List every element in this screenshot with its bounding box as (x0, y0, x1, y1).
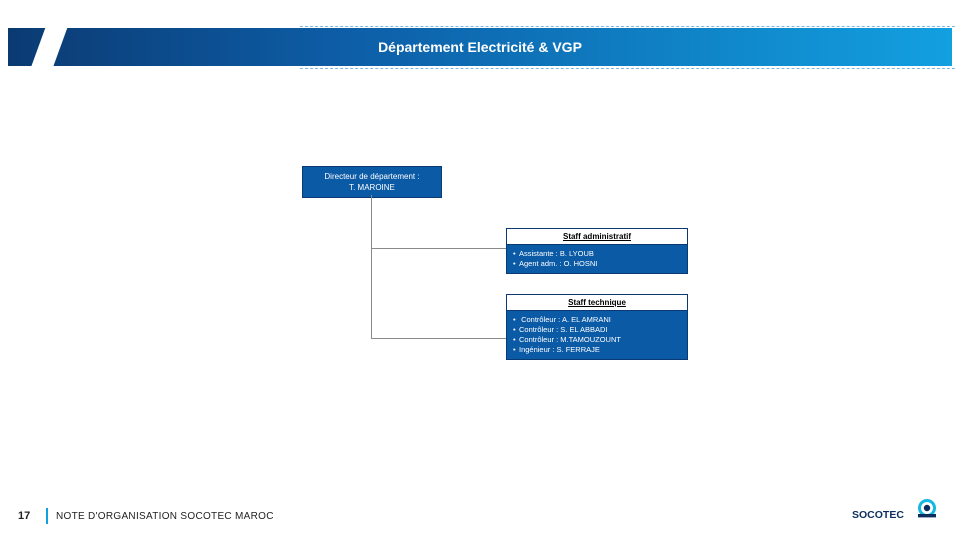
list-item: •Contrôleur : S. EL ABBADI (513, 325, 681, 335)
admin-item-1: Agent adm. : O. HOSNI (519, 259, 597, 268)
title-dash-bottom (300, 68, 955, 69)
tech-item-0: Contrôleur : A. EL AMRANI (519, 315, 611, 324)
list-item: •Assistante : B. LYOUB (513, 249, 681, 259)
connector-v-main (371, 195, 372, 339)
org-node-admin: Staff administratif •Assistante : B. LYO… (506, 228, 688, 274)
logo-socotec: SOCOTEC (852, 498, 938, 524)
connector-h-tech (371, 338, 506, 339)
connector-h-admin (371, 248, 506, 249)
admin-heading: Staff administratif (507, 229, 687, 245)
org-node-director: Directeur de département : T. MAROINE (302, 166, 442, 198)
tech-item-3: Ingénieur : S. FERRAJE (519, 345, 600, 354)
footer-text: NOTE D'ORGANISATION SOCOTEC MAROC (56, 511, 274, 522)
slide: Département Electricité & VGP Directeur … (0, 0, 960, 540)
title-text: Département Electricité & VGP (0, 28, 960, 66)
title-bar: Département Electricité & VGP (0, 28, 960, 68)
admin-body: •Assistante : B. LYOUB •Agent adm. : O. … (507, 245, 687, 273)
tech-body: • Contrôleur : A. EL AMRANI •Contrôleur … (507, 311, 687, 359)
list-item: • Contrôleur : A. EL AMRANI (513, 315, 681, 325)
tech-item-1: Contrôleur : S. EL ABBADI (519, 325, 608, 334)
footer-separator (46, 508, 48, 524)
tech-heading: Staff technique (507, 295, 687, 311)
admin-item-0: Assistante : B. LYOUB (519, 249, 594, 258)
title-dash-top (300, 26, 955, 27)
list-item: •Agent adm. : O. HOSNI (513, 259, 681, 269)
list-item: •Contrôleur : M.TAMOUZOUNT (513, 335, 681, 345)
tech-item-2: Contrôleur : M.TAMOUZOUNT (519, 335, 621, 344)
footer: 17 NOTE D'ORGANISATION SOCOTEC MAROC SOC… (0, 498, 960, 526)
page-number: 17 (18, 510, 30, 522)
director-role: Directeur de département : (305, 171, 439, 182)
list-item: •Ingénieur : S. FERRAJE (513, 345, 681, 355)
org-node-tech: Staff technique • Contrôleur : A. EL AMR… (506, 294, 688, 360)
org-node-director-content: Directeur de département : T. MAROINE (303, 167, 441, 197)
director-name: T. MAROINE (305, 182, 439, 193)
logo-text: SOCOTEC (852, 509, 904, 521)
